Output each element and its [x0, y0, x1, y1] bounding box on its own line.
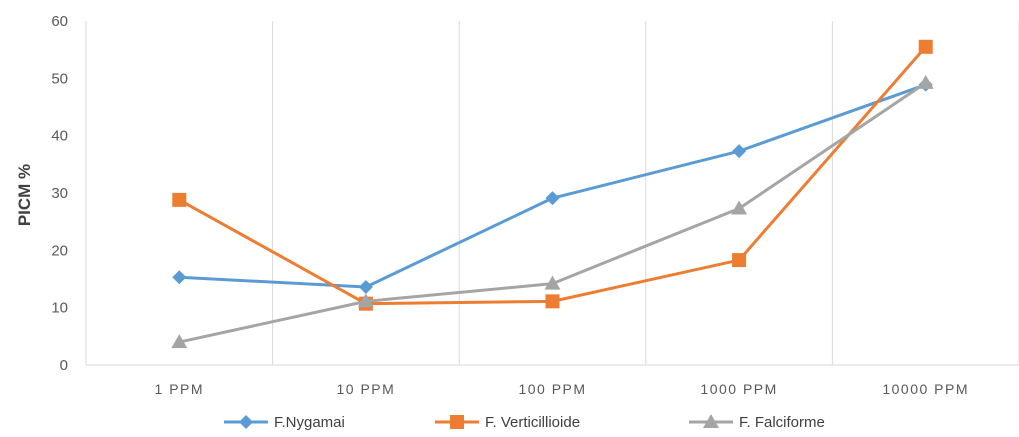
- legend-item: F. Falciforme: [689, 414, 825, 431]
- y-tick-label: 0: [60, 357, 68, 374]
- series-layer: [171, 39, 934, 349]
- x-tick-label: 10 PPM: [336, 381, 395, 397]
- series-1: [172, 39, 933, 311]
- y-axis-title: PICM %: [15, 164, 34, 226]
- x-tick-label: 1 PPM: [155, 381, 205, 397]
- series-2: [171, 74, 934, 349]
- grid-layer: [85, 21, 1019, 365]
- data-point-square: [545, 294, 560, 309]
- legend-label: F. Verticillioide: [485, 414, 580, 431]
- data-point-diamond: [545, 191, 560, 206]
- data-point-triangle: [171, 334, 188, 349]
- data-point-square: [918, 39, 933, 54]
- series-0: [172, 77, 933, 295]
- x-tick-label: 10000 PPM: [882, 381, 969, 397]
- data-point-triangle: [731, 200, 748, 215]
- y-tick-label: 40: [51, 128, 68, 145]
- data-point-square: [732, 253, 747, 268]
- y-tick-label: 20: [51, 242, 68, 259]
- y-tick-label: 50: [51, 70, 68, 87]
- series-line: [177, 83, 928, 289]
- series-line: [177, 45, 928, 306]
- data-point-triangle: [357, 293, 374, 308]
- legend-label: F. Falciforme: [739, 414, 825, 431]
- legend-label: F.Nygamai: [274, 414, 345, 431]
- y-tick-label: 10: [51, 300, 68, 317]
- data-point-square: [450, 415, 464, 429]
- axis-layer: 0 10 20 30 40 50 60 1 PPM 10 PPM 100 PPM 1000 PPM 1…: [51, 13, 1019, 397]
- legend-item: F.Nygamai: [224, 414, 345, 431]
- data-point-triangle: [917, 74, 934, 89]
- legend-item: F. Verticillioide: [435, 414, 580, 431]
- legend: F.Nygamai F. Verticillioide F. Falciforme: [224, 414, 825, 431]
- x-tick-label: 1000 PPM: [700, 381, 777, 397]
- x-tick-label: 100 PPM: [518, 381, 586, 397]
- data-point-diamond: [732, 144, 747, 159]
- data-point-triangle: [544, 275, 561, 290]
- y-tick-label: 30: [51, 185, 68, 202]
- data-point-diamond: [358, 280, 373, 295]
- data-point-square: [172, 192, 187, 207]
- data-point-diamond: [172, 270, 187, 285]
- y-tick-label: 60: [51, 13, 68, 30]
- data-point-triangle: [703, 414, 719, 428]
- data-point-diamond: [239, 415, 253, 429]
